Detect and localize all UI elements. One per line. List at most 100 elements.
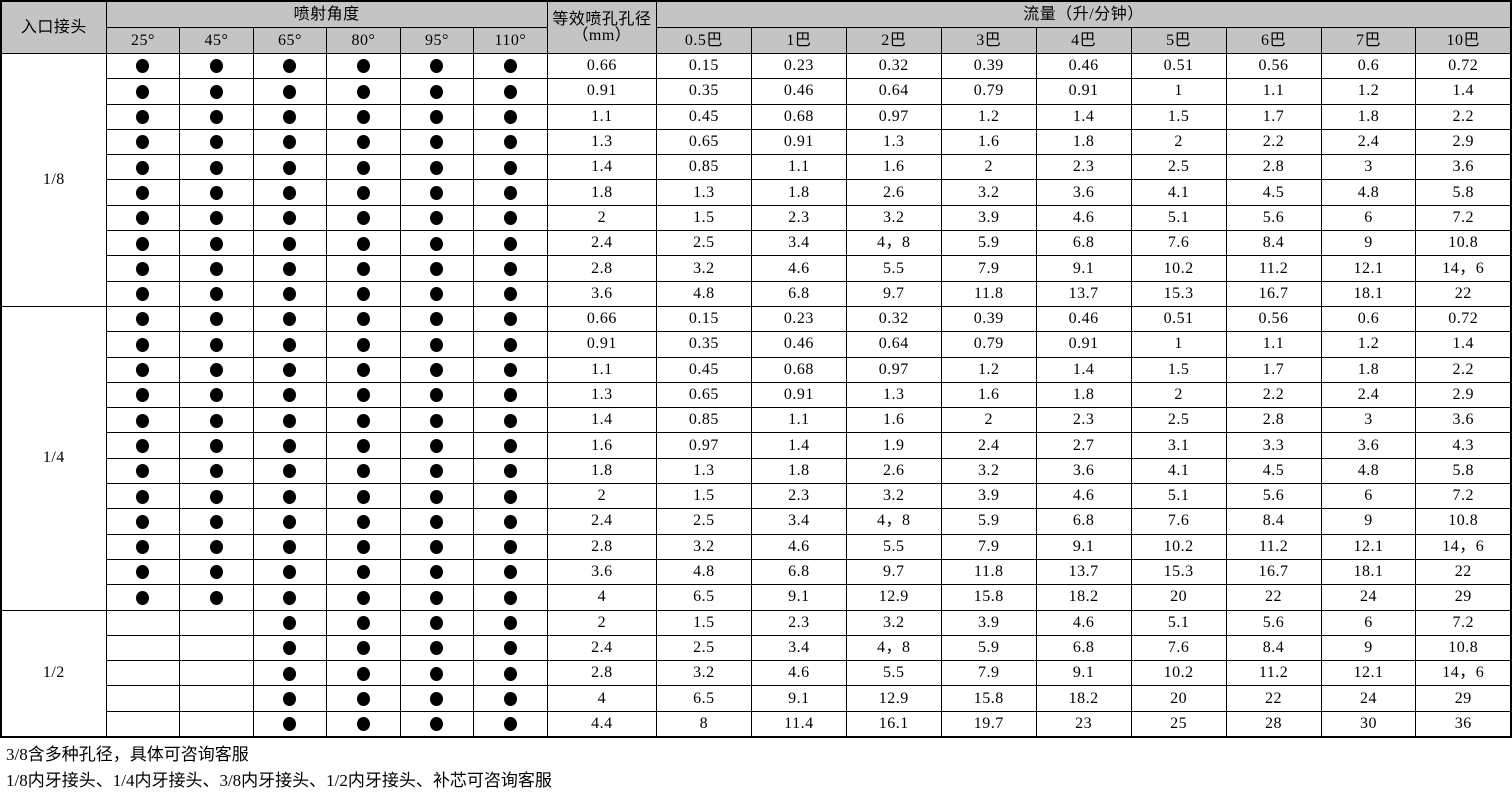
filled-circle-icon	[136, 287, 150, 302]
flow-cell: 4.3	[1415, 432, 1512, 459]
flow-cell: 0.64	[845, 78, 942, 105]
flow-cell: 1.7	[1225, 356, 1322, 383]
angle-dot-cell	[252, 128, 328, 156]
flow-cell: 4.6	[750, 660, 847, 687]
filled-circle-icon	[356, 84, 370, 99]
flow-cell: 0.72	[1415, 52, 1512, 80]
flow-cell: 0.15	[655, 52, 752, 80]
flow-cell: 4，8	[845, 230, 942, 257]
flow-cell: 9.1	[1035, 533, 1132, 560]
flow-cell: 5.6	[1225, 609, 1322, 636]
filled-circle-icon	[283, 312, 297, 327]
orifice-cell: 2.8	[546, 660, 657, 687]
filled-circle-icon	[503, 185, 517, 200]
flow-cell: 2.3	[1035, 407, 1132, 434]
flow-cell: 5.1	[1130, 483, 1227, 510]
angle-dot-cell	[326, 280, 401, 307]
flow-cell: 2	[940, 407, 1037, 434]
angle-dot-cell	[105, 533, 181, 560]
angle-dot-cell	[105, 255, 181, 282]
angle-dot-cell	[399, 52, 475, 80]
orifice-cell: 4	[546, 685, 657, 712]
flow-cell: 4.6	[750, 533, 847, 560]
flow-cell: 1	[1130, 331, 1227, 358]
filled-circle-icon	[136, 590, 150, 605]
flow-cell: 0.85	[655, 154, 752, 181]
flow-cell: 11.2	[1225, 533, 1322, 560]
filled-circle-icon	[136, 565, 150, 580]
flow-cell: 1.3	[655, 457, 752, 485]
flow-cell: 14，6	[1415, 660, 1512, 687]
header-pressure-1: 1巴	[750, 27, 847, 54]
filled-circle-icon	[283, 236, 297, 251]
flow-cell: 1.1	[1225, 331, 1322, 358]
flow-cell: 20	[1130, 685, 1227, 712]
filled-circle-icon	[209, 110, 223, 125]
angle-dot-cell	[252, 634, 328, 662]
angle-dot-cell	[252, 230, 328, 257]
filled-circle-icon	[209, 236, 223, 251]
flow-cell: 1.8	[1035, 381, 1132, 409]
flow-cell: 2.5	[655, 230, 752, 257]
flow-cell: 2	[1130, 128, 1227, 156]
angle-dot-cell	[399, 533, 475, 560]
header-flow-group: 流量（升/分钟）	[655, 0, 1512, 28]
angle-dot-cell	[399, 280, 475, 307]
orifice-cell: 2	[546, 483, 657, 510]
angle-dot-cell	[326, 154, 401, 181]
flow-cell: 3.9	[940, 483, 1037, 510]
angle-dot-cell	[105, 103, 181, 130]
flow-cell: 14，6	[1415, 533, 1512, 560]
footnote-2: 1/8内牙接头、1/4内牙接头、3/8内牙接头、1/2内牙接头、补芯可咨询客服	[6, 771, 552, 791]
orifice-cell: 1.4	[546, 407, 657, 434]
flow-cell: 5.5	[845, 533, 942, 560]
flow-cell: 4，8	[845, 508, 942, 535]
flow-cell: 2.8	[1225, 407, 1322, 434]
filled-circle-icon	[209, 312, 223, 327]
flow-cell: 11.8	[940, 280, 1037, 307]
header-sub-row: 25° 45° 65° 80° 95° 110° 0.5巴 1巴 2巴 3巴 4巴 5巴 6巴 7巴 10巴	[1, 27, 1512, 54]
filled-circle-icon	[209, 388, 223, 403]
filled-circle-icon	[430, 185, 444, 200]
flow-cell: 8.4	[1225, 634, 1322, 662]
filled-circle-icon	[356, 388, 370, 403]
table-row: 1.3 0.65 0.91 1.3 1.6 1.8 2 2.2 2.4 2.9	[1, 381, 1512, 409]
angle-dot-cell	[105, 508, 181, 535]
header-pressure-6: 6巴	[1225, 27, 1322, 54]
filled-circle-icon	[430, 337, 444, 352]
flow-cell: 3.9	[940, 609, 1037, 636]
angle-dot-cell	[473, 584, 548, 611]
orifice-cell: 0.66	[546, 52, 657, 80]
flow-cell: 5.6	[1225, 204, 1322, 232]
angle-dot-cell	[105, 52, 181, 80]
angle-dot-cell	[399, 381, 475, 409]
filled-circle-icon	[283, 717, 297, 732]
filled-circle-icon	[209, 363, 223, 378]
angle-dot-cell	[252, 710, 328, 738]
flow-cell: 0.91	[750, 381, 847, 409]
flow-cell: 0.64	[845, 331, 942, 358]
angle-dot-cell	[252, 179, 328, 206]
angle-dot-cell	[326, 533, 401, 560]
flow-cell: 3.6	[1415, 154, 1512, 181]
flow-cell: 24	[1320, 685, 1417, 712]
filled-circle-icon	[283, 363, 297, 378]
header-angle-1: 45°	[179, 27, 254, 54]
angle-dot-cell	[252, 255, 328, 282]
table-row: 1.3 0.65 0.91 1.3 1.6 1.8 2 2.2 2.4 2.9	[1, 128, 1512, 156]
flow-cell: 2	[1130, 381, 1227, 409]
angle-empty-cell	[105, 609, 181, 636]
inlet-cell-2: 1/2	[0, 609, 107, 738]
filled-circle-icon	[356, 514, 370, 529]
angle-dot-cell	[105, 558, 181, 586]
filled-circle-icon	[209, 287, 223, 302]
flow-cell: 4.6	[1035, 609, 1132, 636]
filled-circle-icon	[356, 59, 370, 74]
angle-dot-cell	[326, 305, 401, 333]
filled-circle-icon	[356, 185, 370, 200]
flow-cell: 0.45	[655, 103, 752, 130]
flow-cell: 0.6	[1320, 52, 1417, 80]
angle-dot-cell	[399, 432, 475, 459]
header-pressure-0: 0.5巴	[655, 27, 752, 54]
flow-cell: 1.2	[1320, 331, 1417, 358]
